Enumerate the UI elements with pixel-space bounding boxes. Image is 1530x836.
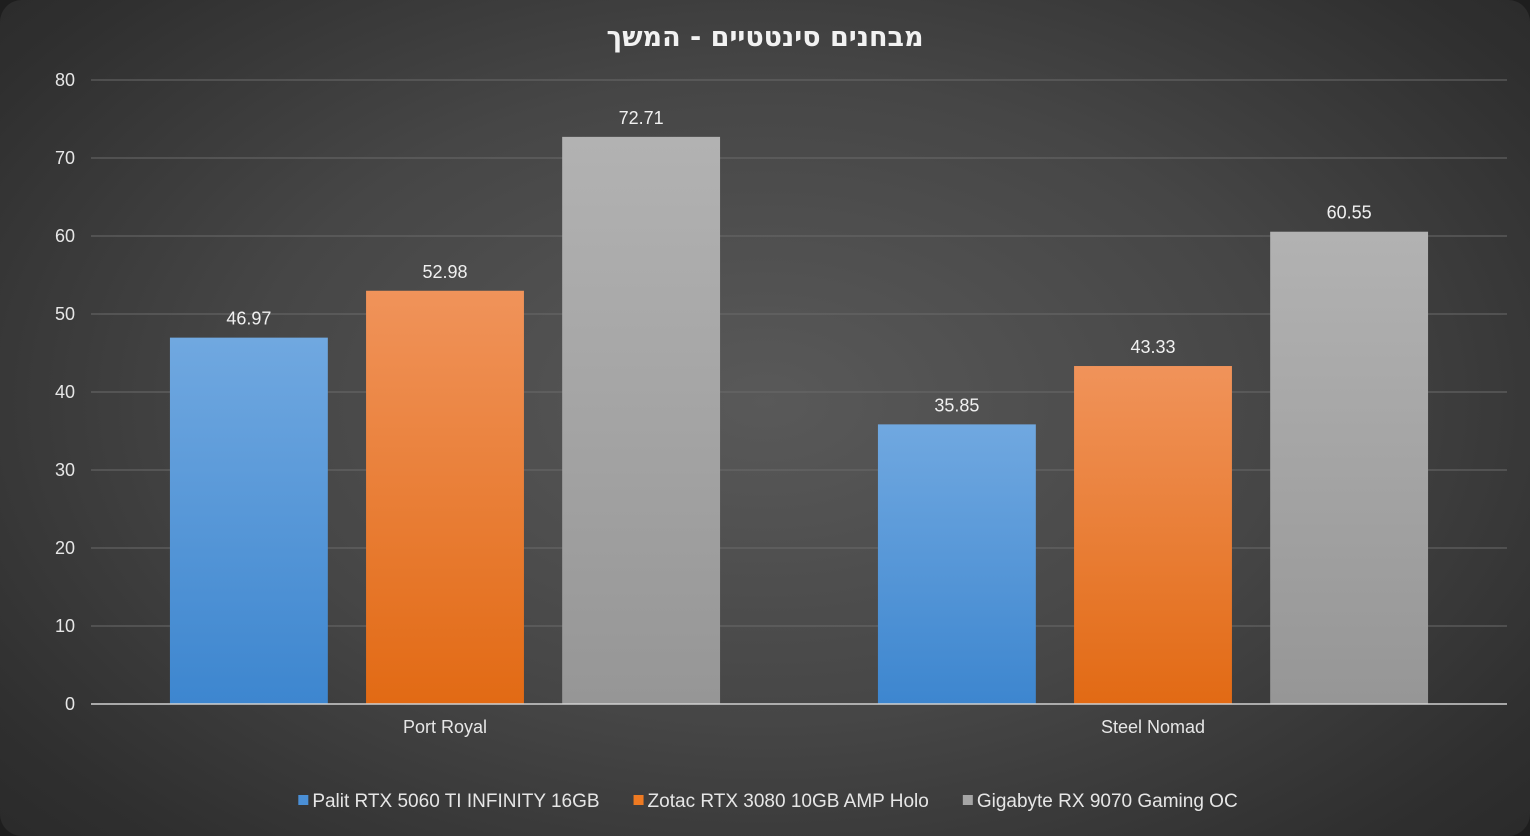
bar-1-2 bbox=[1270, 231, 1429, 704]
y-tick-label: 40 bbox=[55, 382, 75, 402]
legend-swatch bbox=[962, 795, 973, 805]
legend-label: Gigabyte RX 9070 Gaming OC bbox=[977, 791, 1238, 812]
data-labels: 46.97 52.98 72.71 35.85 43.33 60.55 bbox=[226, 108, 1371, 416]
y-tick-label: 80 bbox=[55, 70, 75, 90]
bars bbox=[169, 136, 1429, 704]
data-label: 60.55 bbox=[1327, 203, 1372, 223]
bar-0-0 bbox=[169, 337, 328, 704]
data-label: 35.85 bbox=[934, 395, 979, 415]
y-axis-ticks: 0 10 20 30 40 50 60 70 80 bbox=[55, 70, 75, 714]
data-label: 52.98 bbox=[422, 262, 467, 282]
legend-swatch bbox=[298, 795, 309, 805]
x-category-label: Port Royal bbox=[403, 717, 487, 737]
chart-title: מבחנים סינטטיים - המשך bbox=[606, 22, 923, 53]
y-tick-label: 0 bbox=[65, 694, 75, 714]
y-tick-label: 50 bbox=[55, 304, 75, 324]
bar-0-2 bbox=[562, 136, 721, 704]
data-label: 43.33 bbox=[1130, 337, 1175, 357]
y-tick-label: 30 bbox=[55, 460, 75, 480]
data-label: 46.97 bbox=[226, 309, 271, 329]
bar-1-0 bbox=[877, 424, 1036, 704]
bar-1-1 bbox=[1074, 366, 1232, 704]
bar-0-1 bbox=[366, 290, 524, 704]
legend: Palit RTX 5060 TI INFINITY 16GB Zotac RTX… bbox=[298, 791, 1238, 812]
data-label: 72.71 bbox=[619, 108, 664, 128]
y-tick-label: 10 bbox=[55, 616, 75, 636]
y-tick-label: 20 bbox=[55, 538, 75, 558]
y-tick-label: 70 bbox=[55, 148, 75, 168]
legend-swatch bbox=[633, 795, 644, 805]
x-category-label: Steel Nomad bbox=[1101, 717, 1205, 737]
legend-label: Palit RTX 5060 TI INFINITY 16GB bbox=[312, 791, 599, 812]
y-tick-label: 60 bbox=[55, 226, 75, 246]
legend-label: Zotac RTX 3080 10GB AMP Holo bbox=[648, 791, 929, 812]
x-axis: Port Royal Steel Nomad bbox=[91, 703, 1507, 737]
